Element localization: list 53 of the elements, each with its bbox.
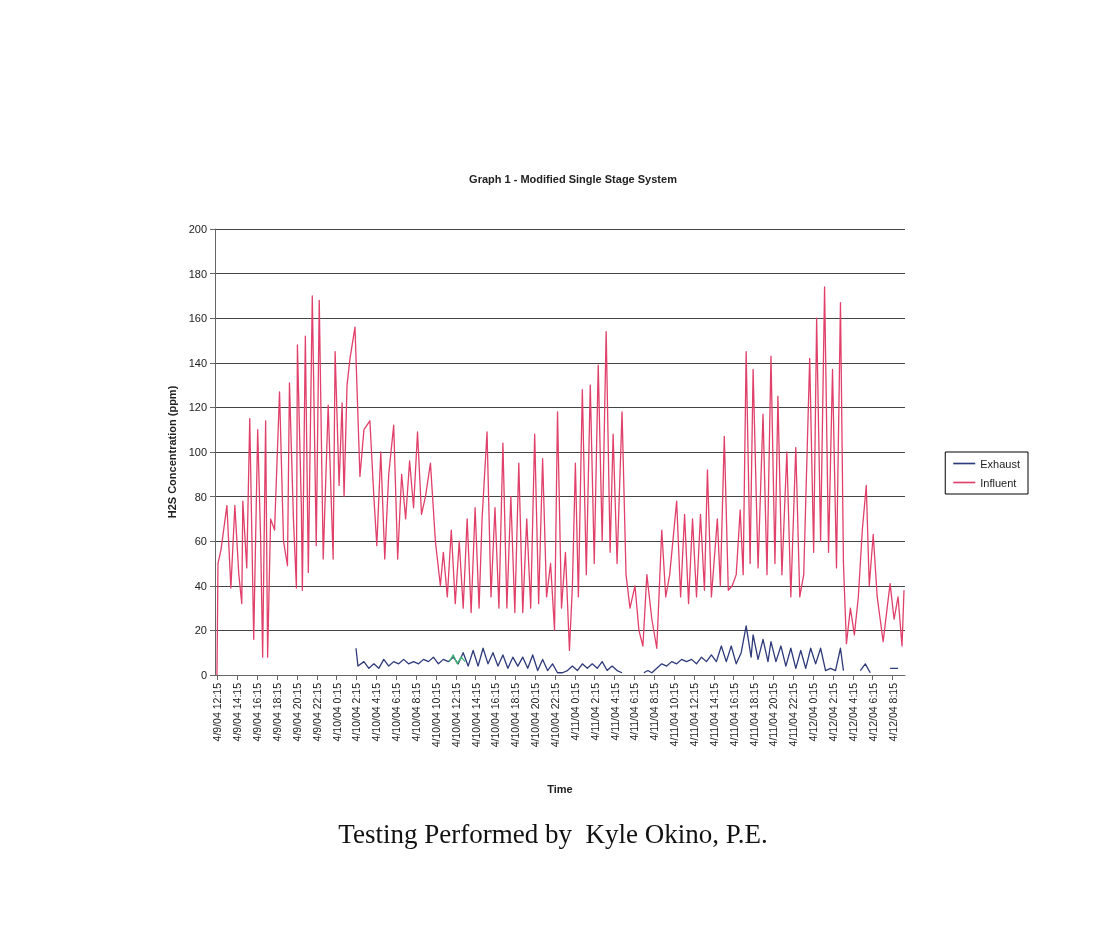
x-tick-label: 4/10/04 20:15 xyxy=(529,682,542,748)
x-tick-label: 4/10/04 4:15 xyxy=(370,682,383,742)
chart-title: Graph 1 - Modified Single Stage System xyxy=(469,172,678,185)
text: Testing Performed by Kyle Okino, P.E. xyxy=(338,818,768,849)
y-tick-label: 60 xyxy=(194,535,207,548)
x-tick-label: 4/10/04 22:15 xyxy=(549,682,562,748)
y-tick-label: 180 xyxy=(188,267,207,280)
x-tick-label: 4/9/04 14:15 xyxy=(231,682,244,742)
y-tick-label: 200 xyxy=(188,223,207,235)
x-tick-label: 4/12/04 0:15 xyxy=(807,682,820,742)
x-tick-label: 4/10/04 8:15 xyxy=(410,682,423,742)
x-tick-label: 4/11/04 2:15 xyxy=(588,682,601,741)
x-tick-label: 4/11/04 4:15 xyxy=(608,682,621,741)
x-tick-label: 4/11/04 16:15 xyxy=(727,682,740,747)
x-tick-label: 4/10/04 16:15 xyxy=(489,682,502,748)
x-tick-label: 4/10/04 0:15 xyxy=(330,682,343,742)
line-series xyxy=(448,654,466,665)
x-tick-label: 4/9/04 22:15 xyxy=(310,682,323,742)
y-axis-title: H2S Concentration (ppm) xyxy=(166,385,179,519)
y-tick-label: 80 xyxy=(194,490,207,503)
y-tick-label: 40 xyxy=(194,579,207,592)
y-tick-label: 20 xyxy=(194,624,207,637)
x-tick-label: 4/11/04 6:15 xyxy=(628,682,641,741)
x-tick-label: 4/10/04 14:15 xyxy=(469,682,482,748)
y-tick-label: 120 xyxy=(188,401,207,414)
x-axis-title: Time xyxy=(547,782,573,795)
x-tick-label: 4/10/04 6:15 xyxy=(390,682,403,742)
x-tick-label: 4/11/04 20:15 xyxy=(767,682,780,747)
x-tick-label: 4/12/04 8:15 xyxy=(886,682,899,742)
x-tick-label: 4/10/04 10:15 xyxy=(429,682,442,748)
x-tick-label: 4/9/04 16:15 xyxy=(251,682,264,742)
x-tick-label: 4/9/04 20:15 xyxy=(290,682,303,742)
x-tick-label: 4/11/04 10:15 xyxy=(668,682,681,747)
x-tick-label: 4/11/04 18:15 xyxy=(747,682,760,747)
legend-label: Exhaust xyxy=(980,457,1020,470)
x-tick-label: 4/11/04 12:15 xyxy=(688,682,701,747)
x-tick-label: 4/12/04 2:15 xyxy=(827,682,840,742)
x-tick-label: 4/10/04 18:15 xyxy=(509,682,522,748)
x-tick-label: 4/11/04 22:15 xyxy=(787,682,800,747)
x-tick-label: 4/12/04 4:15 xyxy=(846,682,859,742)
x-tick-label: 4/9/04 12:15 xyxy=(211,682,224,742)
x-tick-label: 4/9/04 18:15 xyxy=(271,682,284,742)
y-tick-label: 160 xyxy=(188,312,207,325)
x-tick-label: 4/10/04 12:15 xyxy=(449,682,462,748)
legend-label: Influent xyxy=(980,476,1017,489)
y-tick-label: 0 xyxy=(200,669,207,681)
x-tick-label: 4/12/04 6:15 xyxy=(866,682,879,742)
x-tick-label: 4/11/04 8:15 xyxy=(648,682,661,741)
y-tick-label: 140 xyxy=(188,356,207,369)
y-tick-label: 100 xyxy=(188,446,207,458)
x-tick-label: 4/10/04 2:15 xyxy=(350,682,363,742)
x-tick-label: 4/11/04 0:15 xyxy=(568,682,581,741)
x-tick-label: 4/11/04 14:15 xyxy=(707,682,720,747)
